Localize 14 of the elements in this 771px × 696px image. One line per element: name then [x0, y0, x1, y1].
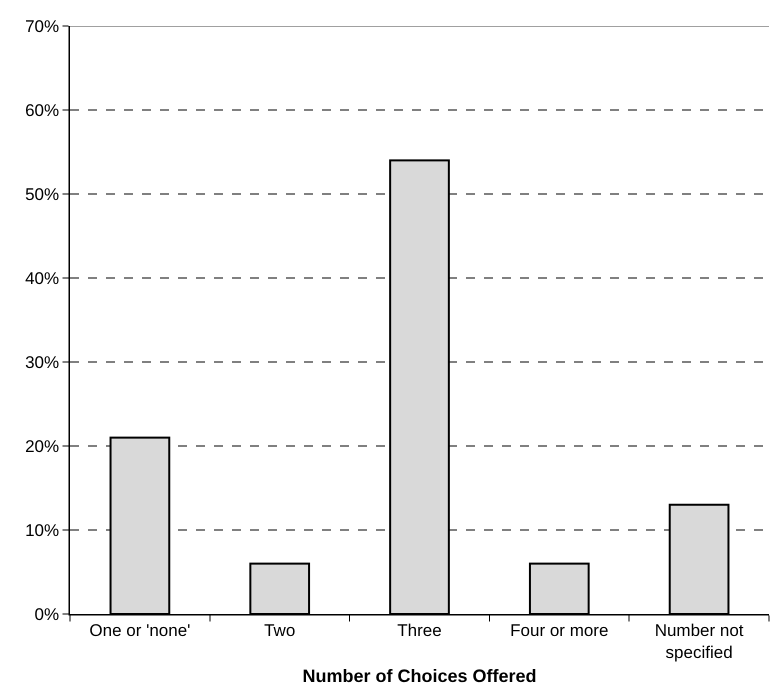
y-tick-label: 60% [25, 100, 60, 120]
y-tick-label: 0% [34, 604, 60, 624]
x-tick-label: One or 'none' [89, 620, 190, 640]
x-tick-label: Number not specified [654, 620, 744, 662]
x-axis-title: Number of Choices Offered [302, 666, 537, 686]
y-tick-label: 50% [25, 184, 60, 204]
y-tick-label: 30% [25, 352, 60, 372]
y-tick-label: 10% [25, 520, 60, 540]
y-tick-label: 20% [25, 436, 60, 456]
x-tick-label: Four or more [510, 620, 608, 640]
x-tick-label: Two [264, 620, 296, 640]
y-tick-label: 70% [25, 16, 60, 36]
y-tick-label: 40% [25, 268, 60, 288]
x-tick-label: Three [397, 620, 442, 640]
